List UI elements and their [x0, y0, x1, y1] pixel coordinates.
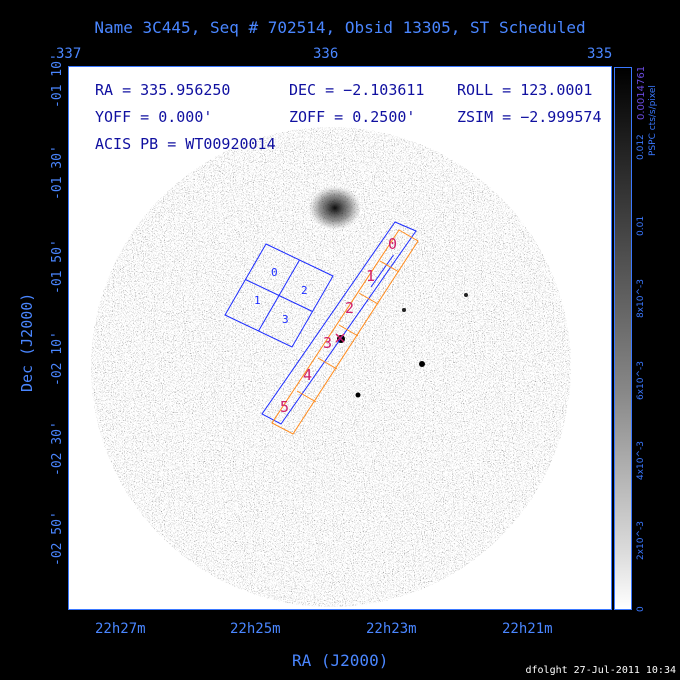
acis-s-orange-outline	[271, 229, 419, 435]
top-tick-335: 335	[587, 46, 613, 62]
acis-i-divider	[245, 279, 313, 312]
left-tick-0210: -02 10'	[50, 331, 65, 386]
acis-s-divider	[370, 254, 394, 288]
acis-s-divider	[338, 324, 359, 337]
acis-i-chip-label: 1	[254, 294, 261, 307]
colorbar-tick: 6x10^-3	[636, 360, 646, 400]
acis-s-chip-label: 4	[303, 366, 312, 384]
info-roll: ROLL = 123.0001	[457, 81, 593, 99]
acis-s-chip-label: 2	[345, 299, 354, 317]
point-source	[464, 293, 468, 297]
colorbar-tick: 0	[636, 606, 646, 612]
acis-s-outline	[261, 221, 417, 425]
info-zoff: ZOFF = 0.2500'	[289, 108, 416, 126]
info-zsim: ZSIM = −2.999574	[457, 108, 602, 126]
left-tick-0130: -01 30'	[50, 145, 65, 200]
bottom-tick-22h21m: 22h21m	[502, 621, 553, 637]
info-dec: DEC = −2.103611	[289, 81, 425, 99]
colorbar-tick: 0.01	[636, 215, 646, 236]
acis-s-array-blue	[261, 221, 417, 425]
acis-i-chip-label: 0	[271, 266, 278, 279]
point-source	[402, 308, 406, 312]
colorbar-label: PSPC cts/s/pixel	[648, 85, 658, 156]
field-of-view	[91, 127, 571, 607]
target-marker	[335, 333, 345, 343]
acis-s-array-orange	[271, 229, 419, 435]
acis-s-chip-label: 5	[280, 398, 289, 416]
colorbar-tick: 2x10^-3	[636, 520, 646, 560]
acis-s-divider	[296, 390, 317, 403]
acis-s-divider	[358, 292, 379, 305]
point-source	[355, 392, 361, 398]
left-tick-0250: -02 50'	[50, 511, 65, 566]
top-tick-336: 336	[313, 46, 339, 62]
footer-timestamp: dfolght 27-Jul-2011 10:34	[525, 665, 676, 676]
top-tick-337: 337	[56, 46, 82, 62]
info-yoff: YOFF = 0.000'	[95, 108, 213, 126]
left-tick-0110: -01 10'	[50, 53, 65, 108]
acis-i-array	[224, 243, 334, 348]
bottom-tick-22h27m: 22h27m	[95, 621, 146, 637]
bottom-axis-label: RA (J2000)	[292, 651, 389, 670]
sky-image: 0 1 2 3 0 1 2 3 4 5 RA = 335.956250 DEC …	[69, 67, 612, 610]
bright-source	[309, 186, 361, 230]
colorbar-tick: 0.012	[636, 134, 646, 160]
acis-s-chip-label: 0	[388, 235, 397, 253]
point-source	[419, 361, 425, 367]
acis-i-chip-label: 2	[301, 284, 308, 297]
sky-image-canvas: 0 1 2 3 0 1 2 3 4 5	[91, 127, 571, 607]
left-tick-0230: -02 30'	[50, 421, 65, 476]
acis-s-chip-label: 3	[323, 334, 332, 352]
info-acis: ACIS PB = WT00920014	[95, 135, 276, 153]
colorbar	[614, 67, 632, 610]
acis-i-chip-label: 3	[282, 313, 289, 326]
acis-i-outline	[224, 243, 334, 348]
acis-s-divider	[379, 260, 400, 273]
colorbar-top-value: 0.0014761	[636, 65, 647, 120]
page-title: Name 3C445, Seq # 702514, Obsid 13305, S…	[94, 18, 586, 37]
colorbar-tick: 4x10^-3	[636, 440, 646, 480]
bottom-tick-22h23m: 22h23m	[366, 621, 417, 637]
left-tick-0150: -01 50'	[50, 239, 65, 294]
acis-s-divider	[317, 357, 338, 370]
acis-s-chip-label: 1	[366, 267, 375, 285]
colorbar-tick: 8x10^-3	[636, 278, 646, 318]
left-axis-label: Dec (J2000)	[18, 292, 36, 392]
bottom-tick-22h25m: 22h25m	[230, 621, 281, 637]
info-ra: RA = 335.956250	[95, 81, 231, 99]
